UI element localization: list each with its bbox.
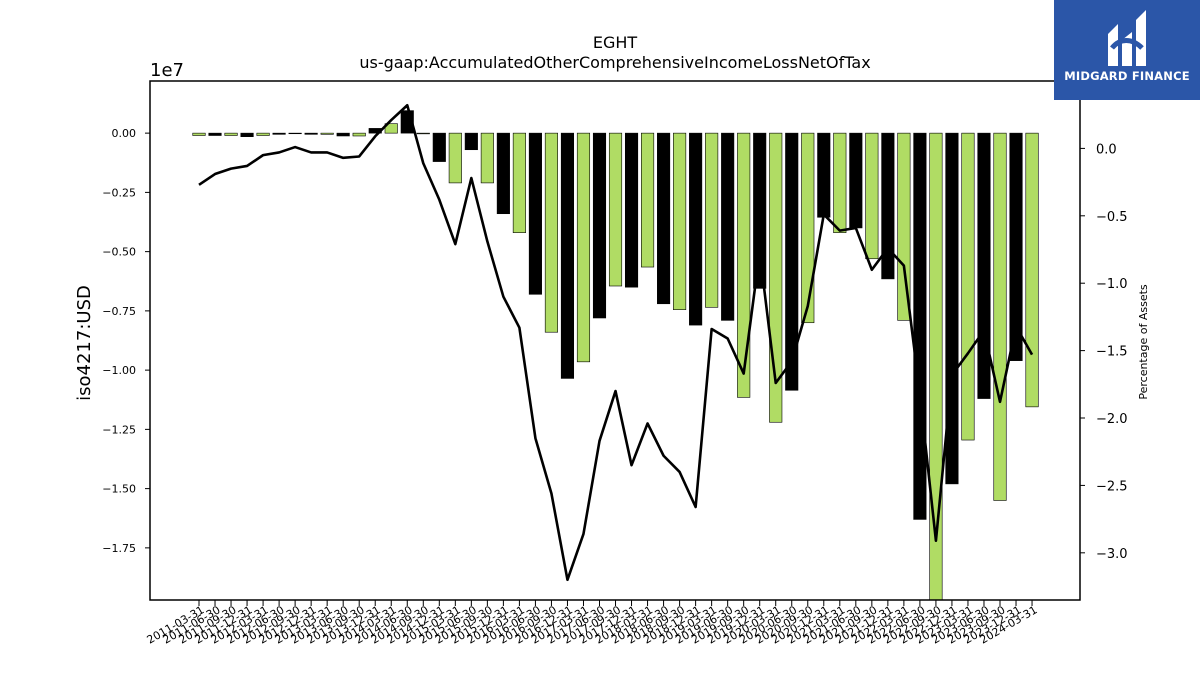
y-tick-label: −1.50	[102, 483, 136, 496]
bar-2021-06-30	[849, 132, 863, 229]
bar-2019-03-31	[705, 132, 719, 308]
y-tick-label: −0.75	[102, 305, 136, 318]
y-tick-label: −1.00	[102, 364, 136, 377]
bar-2017-12-31	[624, 132, 639, 288]
bar-2015-06-30	[464, 132, 478, 151]
bar-2019-12-31	[753, 132, 767, 289]
brand-logo: MIDGARD FINANCE	[1054, 0, 1200, 100]
y2-tick-label: −3.0	[1096, 547, 1128, 562]
bar-2017-03-31	[576, 132, 591, 363]
bar-2017-06-30	[592, 132, 607, 319]
x-axis: 2011-03-312011-06-302011-09-302011-12-31…	[145, 600, 1040, 647]
y-tick-label: −0.50	[102, 246, 136, 259]
brand-name: MIDGARD FINANCE	[1064, 69, 1190, 83]
bar-2021-09-30	[865, 132, 879, 260]
bar-2011-12-31	[240, 132, 254, 137]
bar-2017-09-30	[608, 132, 623, 287]
y2-axis: 0.0 −0.5 −1.0 −1.5 −2.0 −2.5 −3.0	[1080, 142, 1128, 562]
bar-2018-06-30	[657, 132, 671, 305]
bar-2016-12-31	[560, 132, 575, 379]
y2-tick-label: −2.0	[1096, 412, 1128, 427]
y-tick-label: 0.00	[112, 127, 137, 140]
bar-2014-12-31	[432, 132, 446, 162]
bar-2020-06-30	[785, 132, 799, 391]
bar-2018-12-31	[689, 132, 703, 326]
bar-2023-09-30	[993, 132, 1007, 501]
bar-2024-03-31	[1025, 132, 1039, 408]
bar-2019-09-30	[737, 132, 751, 398]
bar-2014-03-31	[384, 123, 398, 134]
y2-axis-label: Percentage of Assets	[1137, 284, 1150, 400]
y2-tick-label: −1.5	[1096, 345, 1128, 360]
percentage-of-assets-line	[198, 103, 1034, 582]
bar-2015-09-30	[480, 132, 494, 184]
y-axis: 0.00 −0.25 −0.50 −0.75 −1.00 −1.25 −1.50 −1.75	[102, 127, 150, 555]
bar-2014-09-30	[416, 132, 430, 135]
bar-2016-06-30	[528, 132, 542, 295]
bar-2022-06-30	[913, 132, 927, 520]
bar-2022-03-31	[897, 132, 911, 321]
bar-2018-03-31	[641, 132, 655, 268]
bar-2012-12-31	[304, 132, 318, 135]
chart-subtitle: us-gaap:AccumulatedOtherComprehensiveInc…	[359, 53, 870, 72]
bar-series	[192, 110, 1039, 601]
bar-2016-09-30	[544, 132, 558, 333]
y-tick-label: −1.75	[102, 542, 136, 555]
bar-2015-03-31	[448, 132, 462, 184]
y-tick-label: −0.25	[102, 186, 136, 199]
bar-2012-03-31	[256, 132, 270, 136]
y-tick-label: −1.25	[102, 423, 136, 436]
bar-2016-03-31	[512, 132, 526, 233]
bar-2011-06-30	[208, 132, 222, 136]
y2-tick-label: −2.5	[1096, 479, 1128, 494]
bar-2023-03-31	[961, 132, 975, 441]
chart-title: EGHT	[593, 33, 638, 52]
plot-frame	[149, 80, 1081, 601]
y2-tick-label: −1.0	[1096, 277, 1128, 292]
bar-2015-12-31	[496, 132, 510, 215]
bar-2019-06-30	[721, 132, 735, 321]
bar-2012-06-30	[272, 132, 286, 135]
bar-2020-09-30	[801, 132, 815, 324]
midgard-logo-icon	[1108, 10, 1146, 66]
y2-tick-label: 0.0	[1096, 142, 1117, 157]
y-offset-label: 1e7	[150, 60, 184, 81]
bar-2011-09-30	[224, 132, 238, 136]
bar-2023-12-31	[1009, 132, 1023, 361]
bar-2020-12-31	[817, 132, 831, 218]
bar-2013-06-30	[336, 132, 350, 137]
bar-2023-06-30	[977, 132, 991, 399]
y2-tick-label: −0.5	[1096, 210, 1128, 225]
bar-2013-03-31	[320, 132, 334, 135]
bar-2021-12-31	[881, 132, 895, 280]
line-series	[198, 103, 1034, 582]
bar-2021-03-31	[833, 132, 847, 233]
bar-2012-09-30	[288, 132, 302, 135]
bar-2011-03-31	[192, 132, 206, 136]
bar-2013-09-30	[352, 132, 366, 137]
y-axis-label: iso4217:USD	[74, 285, 95, 401]
bar-2018-09-30	[673, 132, 687, 310]
